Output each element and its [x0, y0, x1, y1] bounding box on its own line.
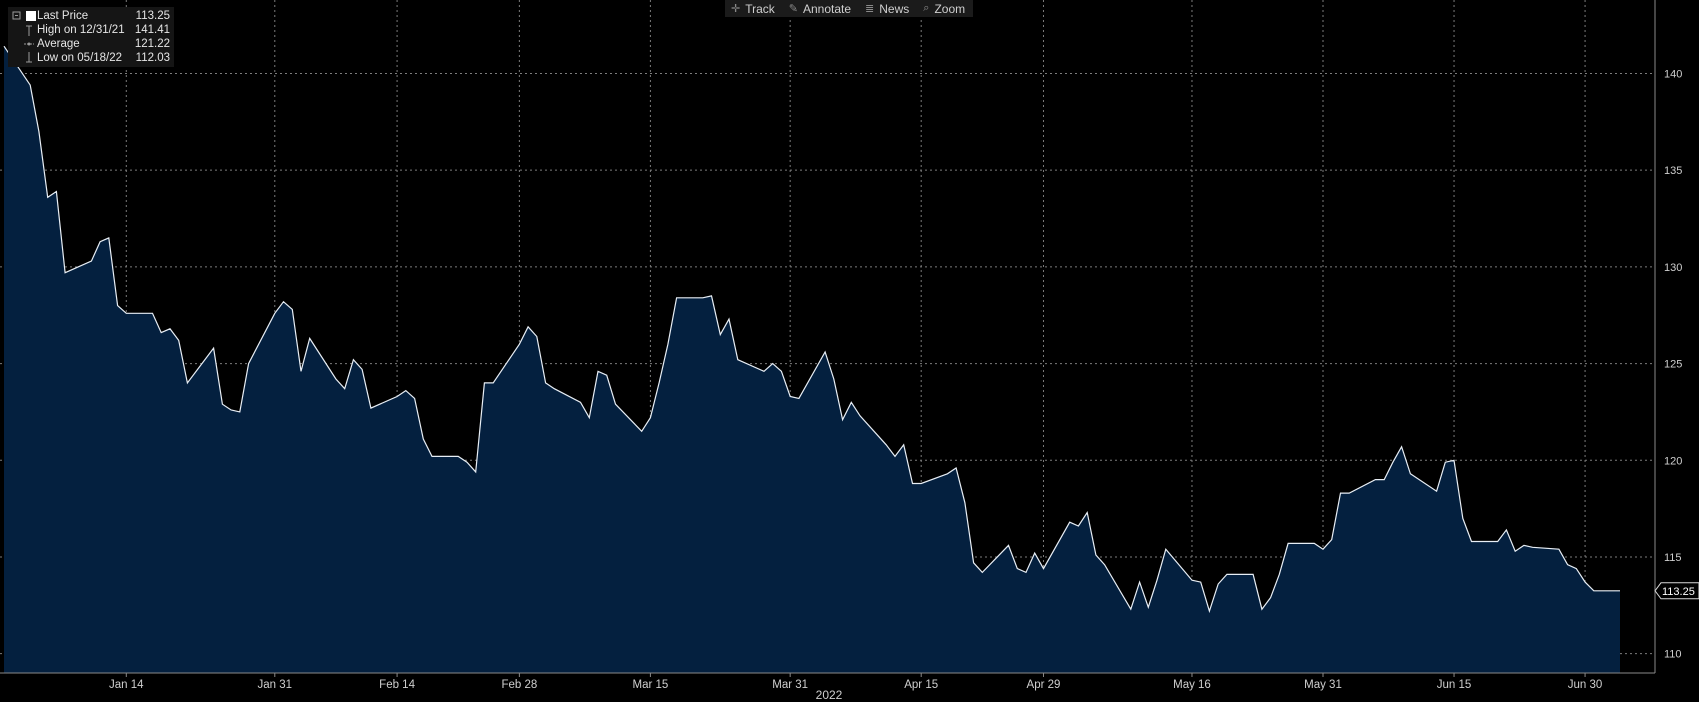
x-tick-label: May 31 [1304, 679, 1342, 691]
legend-low-label: Low on 05/18/22 [37, 52, 123, 64]
collapse-box-icon [12, 11, 36, 21]
last-price-box [1654, 582, 1699, 600]
y-tick-label: 135 [1664, 165, 1682, 177]
zoom-label: Zoom [934, 1, 966, 16]
average-marker-icon [24, 42, 34, 46]
x-tick-label: Apr 29 [1027, 679, 1061, 691]
y-tick-label: 140 [1664, 68, 1682, 80]
legend-high-value: 141.41 [134, 24, 170, 36]
annotate-button[interactable]: ✎ Annotate [783, 0, 859, 17]
x-axis-year-label: 2022 [816, 688, 843, 702]
y-tick-label: 115 [1664, 552, 1682, 564]
y-tick-label: 130 [1664, 262, 1682, 274]
x-tick-label: Feb 28 [501, 679, 537, 691]
legend-average-value: 121.22 [134, 38, 170, 50]
legend-last-price-value: 113.25 [135, 10, 170, 22]
y-tick-label: 120 [1664, 455, 1682, 467]
x-tick-label: Apr 15 [904, 679, 938, 691]
axes [0, 0, 1656, 674]
legend-row-high: High on 12/31/21 141.41 [12, 23, 170, 37]
legend-row-low: Low on 05/18/22 112.03 [12, 51, 170, 65]
news-icon: ≣ [865, 3, 875, 15]
x-tick-label: Jan 14 [109, 679, 144, 691]
crosshair-icon: ✛ [731, 3, 741, 15]
last-price-marker: 113.25 [1654, 582, 1699, 600]
y-tick-label: 110 [1664, 649, 1682, 661]
x-tick-label: Feb 14 [379, 679, 415, 691]
x-tick-label: Mar 15 [633, 679, 669, 691]
annotate-label: Annotate [803, 1, 852, 16]
low-marker-icon [26, 52, 32, 63]
zoom-button[interactable]: ⌕ Zoom [917, 0, 973, 17]
last-price-box-value: 113.25 [1662, 586, 1695, 598]
pencil-icon: ✎ [788, 3, 798, 15]
legend-row-last-price[interactable]: Last Price 113.25 [12, 9, 170, 23]
legend-high-label: High on 12/31/21 [37, 24, 125, 36]
chart-toolbar: ✛ Track ✎ Annotate ≣ News ⌕ Zoom [725, 0, 974, 17]
track-button[interactable]: ✛ Track [725, 0, 783, 17]
x-tick-label: Jun 15 [1437, 679, 1472, 691]
price-line [3, 45, 1620, 614]
x-tick-label: Jun 30 [1568, 679, 1603, 691]
legend-row-average: Average 121.22 [12, 37, 170, 51]
legend-average-label: Average [37, 38, 80, 50]
y-tick-label: 125 [1664, 359, 1682, 371]
price-area-fill [4, 46, 1620, 673]
chart-legend: Last Price 113.25 High on 12/31/21 141.4… [8, 7, 174, 67]
x-tick-label: Mar 31 [772, 679, 808, 691]
track-label: Track [745, 1, 775, 16]
news-label: News [879, 1, 910, 16]
news-button[interactable]: ≣ News [859, 0, 917, 17]
x-tick-labels: Jan 14 Jan 31 Feb 14 Feb 28 Mar 15 Mar 31 Apr … [109, 673, 1602, 691]
x-tick-label: May 16 [1173, 679, 1211, 691]
y-tick-labels: 110 115 120 125 130 135 140 [1664, 68, 1682, 660]
legend-low-value: 112.03 [135, 52, 170, 64]
x-tick-label: Jan 31 [258, 679, 293, 691]
high-marker-icon [26, 25, 32, 36]
legend-last-price-label: Last Price [37, 10, 89, 22]
magnifier-icon: ⌕ [923, 2, 930, 14]
